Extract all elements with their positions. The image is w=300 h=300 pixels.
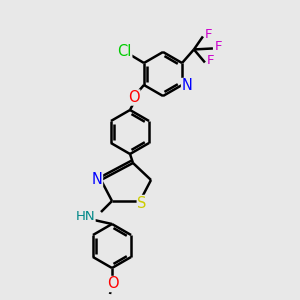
Text: F: F: [205, 28, 213, 41]
Text: F: F: [215, 40, 223, 53]
Text: N: N: [182, 79, 193, 94]
Text: HN: HN: [75, 211, 95, 224]
Text: O: O: [107, 277, 119, 292]
Text: Cl: Cl: [117, 44, 132, 59]
Text: O: O: [128, 90, 140, 105]
Text: F: F: [207, 54, 215, 67]
Text: N: N: [92, 172, 102, 187]
Text: S: S: [137, 196, 147, 211]
